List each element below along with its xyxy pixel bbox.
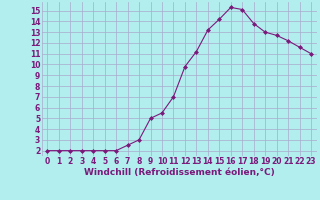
X-axis label: Windchill (Refroidissement éolien,°C): Windchill (Refroidissement éolien,°C) [84,168,275,177]
